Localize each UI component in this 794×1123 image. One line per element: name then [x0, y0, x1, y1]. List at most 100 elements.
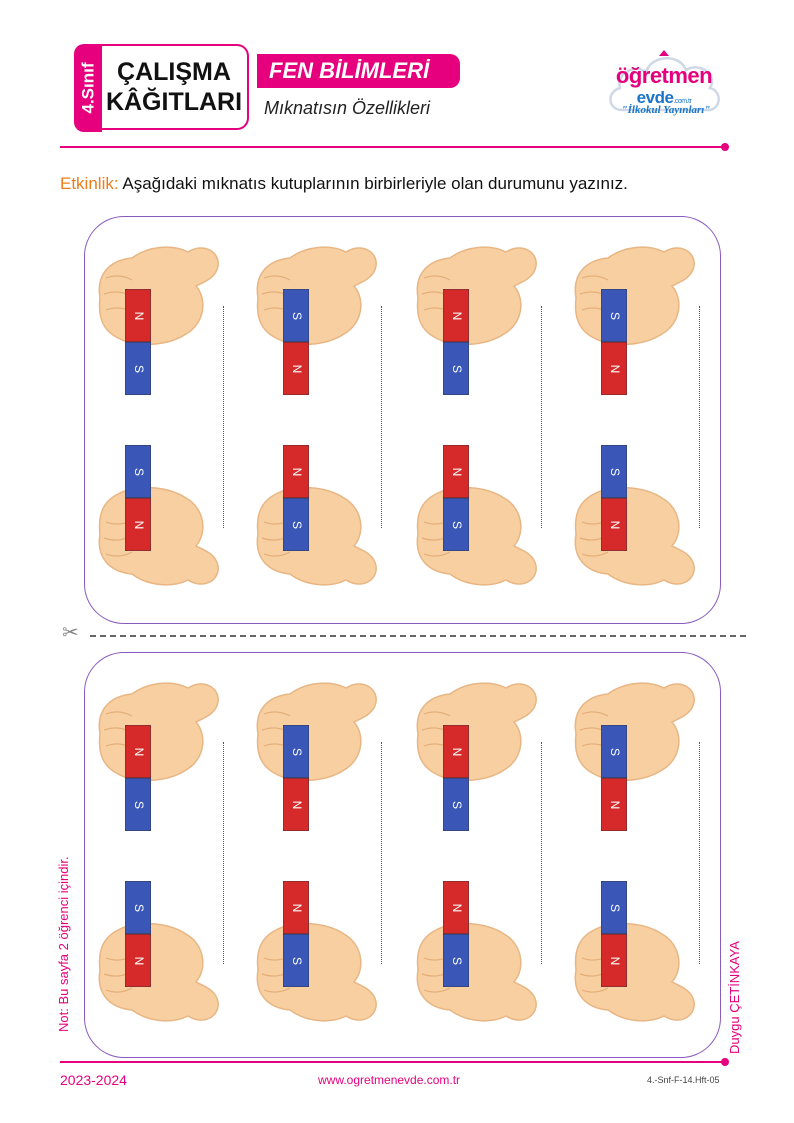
exercise-panel-1 [84, 216, 721, 624]
bar-magnet: NS [125, 725, 151, 831]
pole-label: S [132, 365, 146, 373]
footer-url[interactable]: www.ogretmenevde.com.tr [318, 1073, 461, 1087]
answer-line[interactable] [699, 742, 700, 964]
hand-icon [256, 246, 377, 346]
hand-icon [256, 682, 377, 782]
pole-label: S [450, 801, 464, 809]
title-line-2: KÂĞITLARI [105, 88, 243, 116]
hand-icon [416, 922, 537, 1022]
bar-magnet: NS [443, 289, 469, 395]
bar-magnet: SN [601, 445, 627, 551]
pole-label: N [290, 468, 304, 477]
pole-label: N [132, 521, 146, 530]
pole-label: N [132, 312, 146, 321]
pole-label: N [608, 957, 622, 966]
answer-line[interactable] [381, 306, 382, 528]
exercise-panel-2 [84, 652, 721, 1058]
footer-code: 4.-Snf-F-14.Hft-05 [647, 1075, 720, 1085]
hand-icon [416, 486, 537, 586]
publisher-logo: öğretmen evde.com.tr "İlkokul Yayınları" [604, 44, 724, 134]
pole-label: S [290, 521, 304, 529]
bar-magnet: NS [443, 725, 469, 831]
pole-label: S [450, 521, 464, 529]
hand-icon [574, 922, 695, 1022]
north-pole [283, 881, 309, 935]
pole-label: S [608, 904, 622, 912]
pole-label: S [608, 468, 622, 476]
pole-label: N [450, 748, 464, 757]
pole-label: S [608, 312, 622, 320]
logo-wordmark: öğretmen evde.com.tr [612, 63, 716, 112]
bar-magnet: SN [601, 725, 627, 831]
hand-icon [574, 246, 695, 346]
north-pole [125, 933, 151, 987]
bar-magnet: NS [443, 881, 469, 987]
logo-domain-suffix: .com.tr [673, 98, 692, 105]
north-pole [443, 725, 469, 779]
pole-label: N [290, 801, 304, 810]
answer-line[interactable] [381, 742, 382, 964]
north-pole [125, 497, 151, 551]
activity-label: Etkinlik: [60, 174, 119, 193]
south-pole [283, 497, 309, 551]
bar-magnet: SN [283, 289, 309, 395]
pole-label: S [290, 748, 304, 756]
bar-magnet: NS [283, 881, 309, 987]
south-pole [443, 777, 469, 831]
pole-label: S [132, 801, 146, 809]
hand-icon [98, 246, 219, 346]
south-pole [125, 445, 151, 499]
bar-magnet: NS [443, 445, 469, 551]
pole-label: N [608, 801, 622, 810]
pole-label: N [132, 748, 146, 757]
answer-line[interactable] [541, 306, 542, 528]
pole-label: S [132, 904, 146, 912]
answer-line[interactable] [699, 306, 700, 528]
subject-badge: FEN BİLİMLERİ [257, 54, 460, 88]
pole-label: N [450, 312, 464, 321]
pole-label: S [450, 957, 464, 965]
pole-label: N [450, 468, 464, 477]
logo-word-2: evde [636, 88, 674, 107]
activity-text: Aşağıdaki mıknatıs kutuplarının birbirle… [122, 174, 628, 193]
north-pole [601, 341, 627, 395]
side-note-author: Duygu ÇETİNKAYA [727, 941, 742, 1054]
south-pole [443, 341, 469, 395]
bar-magnet: NS [283, 445, 309, 551]
hand-icon [256, 486, 377, 586]
south-pole [601, 881, 627, 935]
hand-icon [98, 922, 219, 1022]
scissors-icon: ✂ [62, 620, 79, 644]
pole-label: N [132, 957, 146, 966]
bar-magnet: SN [283, 725, 309, 831]
north-pole [601, 933, 627, 987]
bar-magnet: SN [125, 445, 151, 551]
bar-magnet: SN [601, 289, 627, 395]
answer-line[interactable] [223, 306, 224, 528]
worksheet-title: ÇALIŞMA KÂĞITLARI [101, 44, 249, 130]
pole-label: S [290, 312, 304, 320]
hand-icon [416, 246, 537, 346]
hand-icon [98, 682, 219, 782]
header-divider [60, 146, 724, 148]
hand-icon [574, 486, 695, 586]
hand-icon [574, 682, 695, 782]
pole-label: S [290, 957, 304, 965]
pole-label: N [290, 904, 304, 913]
pole-label: N [290, 365, 304, 374]
title-line-1: ÇALIŞMA [117, 58, 231, 86]
bar-magnet: NS [125, 289, 151, 395]
pole-label: N [608, 521, 622, 530]
answer-line[interactable] [223, 742, 224, 964]
south-pole [125, 777, 151, 831]
answer-line[interactable] [541, 742, 542, 964]
logo-tagline: "İlkokul Yayınları" [621, 104, 711, 116]
logo-word-1: öğretmen [615, 63, 713, 88]
south-pole [125, 341, 151, 395]
topic-title: Mıknatısın Özellikleri [264, 98, 431, 118]
north-pole [601, 777, 627, 831]
hand-icon [416, 682, 537, 782]
footer-divider-dot [721, 1058, 729, 1066]
pole-label: S [450, 365, 464, 373]
north-pole [601, 497, 627, 551]
